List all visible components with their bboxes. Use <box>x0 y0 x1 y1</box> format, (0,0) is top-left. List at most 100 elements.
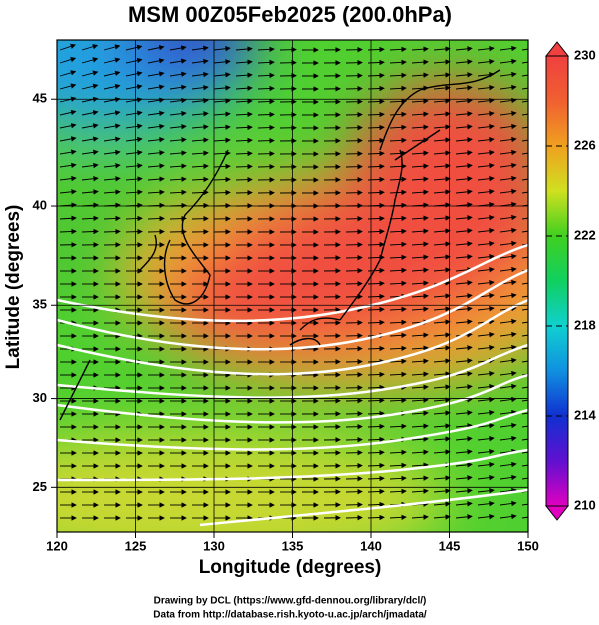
wind-arrow <box>433 475 451 481</box>
wind-arrow <box>433 306 451 312</box>
wind-arrow <box>235 46 253 52</box>
wind-arrow <box>169 124 187 130</box>
wind-arrow <box>411 241 429 247</box>
wind-arrow <box>59 175 77 182</box>
wind-arrow <box>521 100 528 103</box>
wind-arrow <box>103 83 121 90</box>
wind-arrow <box>411 163 429 169</box>
wind-arrow <box>433 410 451 416</box>
wind-arrow <box>411 475 429 481</box>
wind-arrow <box>499 318 517 325</box>
wind-arrow <box>389 241 407 248</box>
wind-arrow <box>235 98 253 104</box>
wind-arrow <box>433 241 451 247</box>
wind-arrow <box>521 152 528 155</box>
wind-arrow <box>521 373 528 376</box>
wind-arrow <box>411 254 429 260</box>
wind-arrow <box>455 150 473 156</box>
wind-arrow <box>147 71 165 77</box>
wind-arrow <box>433 85 451 91</box>
wind-arrow <box>81 228 99 235</box>
wind-arrow <box>499 110 517 117</box>
wind-arrow <box>433 358 451 364</box>
wind-arrow <box>499 383 517 390</box>
wind-arrow <box>147 136 165 143</box>
wind-arrow <box>169 110 187 117</box>
wind-arrow <box>125 123 143 129</box>
wind-arrow <box>147 163 165 169</box>
wind-arrow <box>59 228 77 235</box>
wind-arrow <box>433 449 451 455</box>
wind-arrow <box>81 162 99 169</box>
credit: Data from http://database.rish.kyoto-u.a… <box>153 610 427 621</box>
wind-arrow <box>411 46 429 52</box>
wind-arrow <box>521 360 528 363</box>
colorbar-tick-label: 218 <box>574 317 596 332</box>
wind-arrow <box>521 256 528 259</box>
wind-arrow <box>499 409 517 416</box>
wind-arrow <box>235 163 253 170</box>
wind-arrow <box>455 488 473 494</box>
wind-arrow <box>125 163 143 169</box>
wind-arrow <box>477 422 495 429</box>
wind-arrow <box>213 137 231 143</box>
wind-arrow <box>125 44 143 51</box>
wind-arrow <box>477 97 495 104</box>
wind-arrow <box>433 163 451 169</box>
wind-arrow <box>169 176 187 182</box>
wind-arrow <box>433 397 451 403</box>
wind-arrow <box>477 396 495 403</box>
wind-arrow <box>455 306 473 312</box>
wind-arrow <box>235 85 253 91</box>
wind-arrow <box>191 71 209 78</box>
wind-arrow <box>389 111 407 118</box>
wind-arrow <box>521 477 528 480</box>
wind-arrow <box>411 293 429 299</box>
wind-arrow <box>499 71 517 78</box>
wind-arrow <box>433 319 451 325</box>
wind-arrow <box>521 438 528 441</box>
wind-arrow <box>455 215 473 221</box>
y-axis-label: Latitude (degrees) <box>3 205 24 370</box>
wind-arrow <box>455 111 473 117</box>
wind-arrow <box>521 87 528 90</box>
wind-arrow <box>59 189 77 195</box>
x-tick-label: 135 <box>282 538 304 553</box>
wind-arrow <box>411 488 429 494</box>
wind-arrow <box>389 514 407 521</box>
wind-arrow <box>499 292 517 299</box>
wind-arrow <box>59 136 77 142</box>
wind-arrow <box>499 266 517 273</box>
wind-arrow <box>521 165 528 168</box>
wind-arrow <box>147 215 165 222</box>
wind-arrow <box>191 137 209 143</box>
wind-arrow <box>389 46 407 53</box>
colorbar-tick-label: 210 <box>574 497 596 512</box>
wind-arrow <box>81 176 99 182</box>
wind-arrow <box>389 72 407 79</box>
wind-arrow <box>103 176 121 182</box>
wind-arrow <box>455 72 473 78</box>
wind-arrow <box>389 150 407 157</box>
x-tick-label: 130 <box>203 538 225 553</box>
wind-arrow <box>125 71 143 77</box>
wind-arrow <box>521 425 528 428</box>
wind-arrow <box>411 98 429 104</box>
wind-arrow <box>411 306 429 312</box>
wind-arrow <box>147 84 165 90</box>
x-axis-label: Longitude (degrees) <box>199 557 382 578</box>
wind-arrow <box>147 176 165 182</box>
wind-arrow <box>499 227 517 234</box>
wind-arrow <box>411 59 429 65</box>
wind-arrow <box>411 215 429 221</box>
wind-arrow <box>191 150 209 156</box>
wind-arrow <box>103 162 121 169</box>
wind-arrow <box>499 344 517 351</box>
wind-arrow <box>147 110 165 117</box>
wind-arrow <box>59 56 77 64</box>
colorbar-extend <box>544 41 570 57</box>
wind-arrow <box>477 188 495 195</box>
wind-arrow <box>477 58 495 65</box>
wind-arrow <box>477 136 495 143</box>
